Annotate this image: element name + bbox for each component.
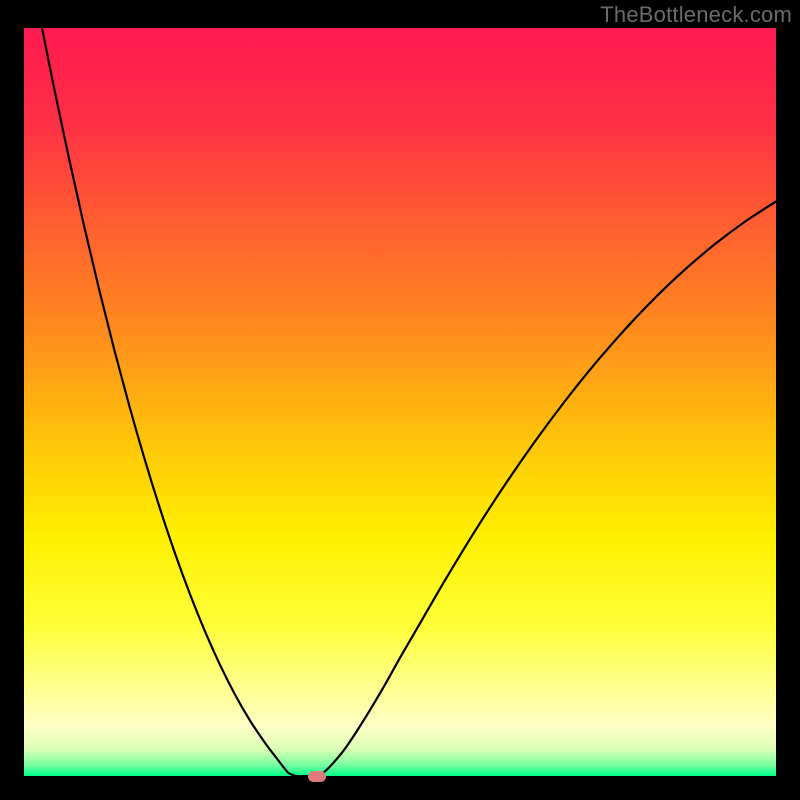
watermark-text: TheBottleneck.com <box>600 2 792 28</box>
plot-area <box>24 28 776 776</box>
chart-frame: TheBottleneck.com <box>0 0 800 800</box>
optimum-marker <box>308 771 326 782</box>
curve-path <box>42 28 776 776</box>
bottleneck-curve <box>24 28 776 776</box>
